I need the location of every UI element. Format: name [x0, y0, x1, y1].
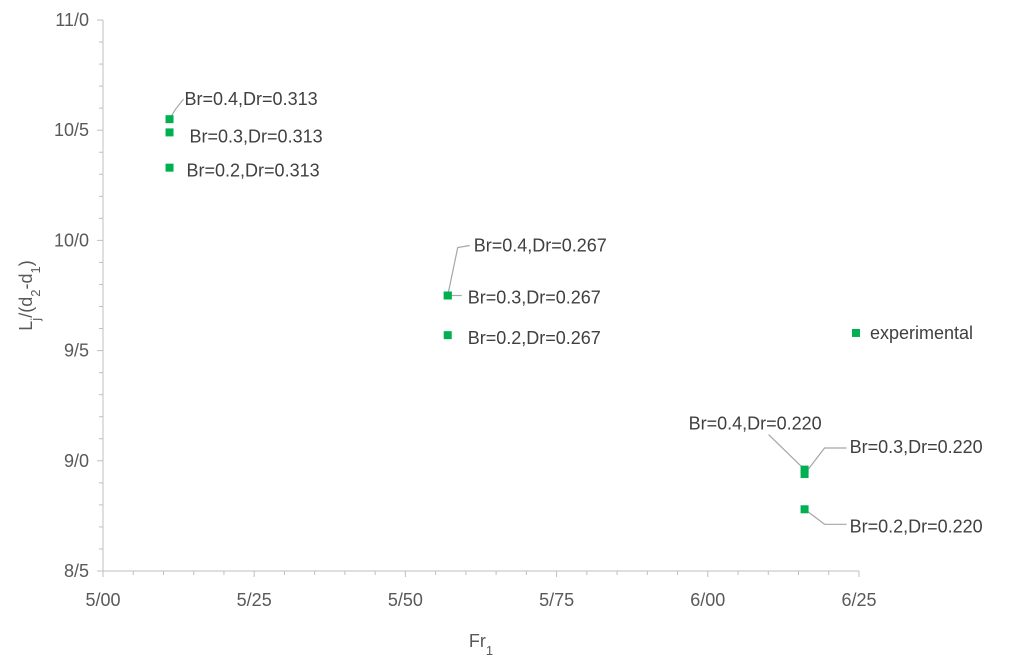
- label-leader-line: [768, 434, 805, 471]
- x-tick-label: 5/25: [237, 590, 272, 610]
- x-tick-label: 5/75: [539, 590, 574, 610]
- data-point-marker: [165, 128, 174, 137]
- data-point-label: Br=0.3,Dr=0.220: [850, 437, 983, 457]
- x-tick-label: 6/00: [690, 590, 725, 610]
- label-leader-line: [447, 244, 470, 296]
- y-tick-label: 9/5: [64, 341, 89, 361]
- label-leader-line: [804, 508, 847, 525]
- data-point-marker: [443, 331, 452, 340]
- y-tick-label: 10/0: [54, 230, 89, 250]
- data-point-label: Br=0.2,Dr=0.267: [468, 328, 601, 348]
- data-point-marker: [800, 470, 809, 479]
- x-axis-title: Fr1: [469, 631, 493, 657]
- data-point-label: Br=0.3,Dr=0.313: [190, 126, 323, 146]
- y-tick-label: 8/5: [64, 561, 89, 581]
- data-point-label: Br=0.2,Dr=0.220: [850, 516, 983, 536]
- data-point-marker: [165, 163, 174, 172]
- data-point-label: Br=0.4,Dr=0.267: [474, 236, 607, 256]
- data-point-marker: [165, 115, 174, 124]
- data-point-marker: [800, 465, 809, 474]
- x-tick-label: 5/50: [388, 590, 423, 610]
- x-tick-label: 6/25: [841, 590, 876, 610]
- data-point-label: Br=0.4,Dr=0.313: [185, 89, 318, 109]
- data-point-label: Br=0.2,Dr=0.313: [187, 161, 320, 181]
- x-tick-label: 5/00: [85, 590, 120, 610]
- y-tick-label: 9/0: [64, 451, 89, 471]
- data-point-label: Br=0.4,Dr=0.220: [689, 414, 822, 434]
- data-point-marker: [443, 291, 452, 300]
- y-tick-label: 11/0: [55, 10, 89, 30]
- data-point-label: Br=0.3,Dr=0.267: [468, 288, 601, 308]
- y-axis-title: Lj/(d2-d1): [16, 260, 43, 330]
- y-tick-label: 10/5: [54, 120, 89, 140]
- data-point-marker: [800, 505, 809, 514]
- data-point-label: experimental: [870, 323, 973, 343]
- label-leader-line: [804, 447, 847, 475]
- data-point-marker: [851, 328, 860, 337]
